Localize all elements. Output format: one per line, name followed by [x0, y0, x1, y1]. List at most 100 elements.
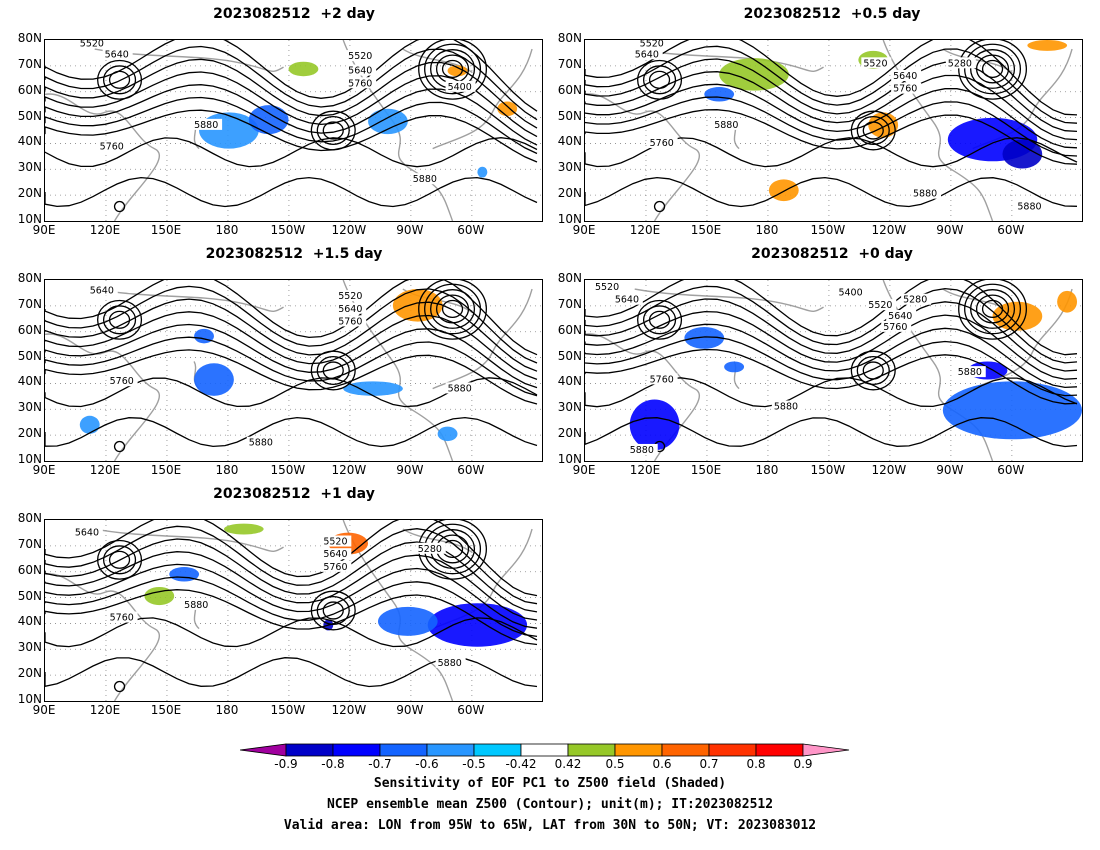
contour-label-bg	[346, 77, 377, 89]
contour-label-bg	[1015, 200, 1046, 212]
panel-title: 2023082512 +1.5 day	[205, 246, 383, 262]
sensitivity-patch	[194, 363, 234, 396]
panel-title: 2023082512 +0.5 day	[743, 6, 921, 22]
colorbar-segment	[473, 743, 522, 757]
contour-label-bg	[102, 48, 133, 60]
sensitivity-patch	[377, 606, 438, 636]
colorbar-tick-label: 0.5	[605, 757, 625, 771]
lon-tick-label: 150W	[270, 223, 306, 237]
contour-label-bg	[336, 302, 367, 314]
lat-tick-label: 10N	[557, 212, 582, 226]
colorbar-tick-label: 0.6	[652, 757, 672, 771]
lat-tick-label: 70N	[557, 56, 582, 71]
sensitivity-shading	[79, 289, 458, 442]
contour-label: 5760	[348, 78, 372, 89]
contour-label: 5280	[948, 58, 972, 69]
caption-line-1: Sensitivity of EOF PC1 to Z500 field (Sh…	[373, 776, 727, 791]
lat-tick-label: 70N	[17, 296, 42, 311]
contour-label-bg	[836, 286, 867, 298]
contour-label-bg	[97, 140, 128, 152]
contour-label: 5880	[184, 600, 208, 611]
panel-title: 2023082512 +2 day	[213, 6, 375, 22]
contour-label: 5520	[323, 537, 347, 548]
contour-label-bg	[107, 375, 138, 387]
contour-label: 5760	[650, 138, 674, 149]
lat-tick-label: 50N	[557, 348, 582, 363]
contour-label-bg	[87, 284, 118, 296]
contour-label: 5640	[90, 286, 114, 297]
contour-label-bg	[647, 373, 678, 385]
sensitivity-patch	[343, 381, 403, 396]
z500-contours	[585, 280, 1078, 453]
contour-label-bg	[891, 70, 922, 82]
contour-label: 5400	[838, 287, 862, 298]
map-frame: 5520 5640 5400 5280 5520 5640 5760 5760 5880 5880…	[584, 279, 1083, 462]
z500-contours	[45, 280, 538, 453]
colorbar-tick-label: 0.7	[699, 757, 719, 771]
contour-label-bg	[592, 281, 623, 293]
lon-tick-label: 120E	[89, 463, 121, 477]
lat-tick-label: 10N	[17, 452, 42, 466]
lat-tick-label: 80N	[557, 271, 582, 285]
sensitivity-patch	[724, 361, 745, 373]
contour-label-bg	[410, 173, 441, 185]
lat-tick-label: 50N	[557, 108, 582, 123]
sensitivity-patch	[942, 381, 1082, 440]
lat-tick-label: 80N	[557, 31, 582, 45]
panel-title: 2023082512 +1 day	[213, 486, 375, 502]
contour-label-bg	[445, 382, 476, 394]
lon-tick-label: 150E	[690, 223, 722, 237]
contour-label: 5760	[883, 322, 907, 333]
sensitivity-patch	[629, 399, 680, 451]
contour-label: 5280	[903, 295, 927, 306]
lon-tick-label: 90E	[572, 463, 596, 477]
colorbar-segment	[661, 743, 710, 757]
lon-tick-label: 90E	[32, 703, 56, 717]
contour-label-bg	[866, 299, 897, 311]
contour-label-bg	[901, 293, 932, 305]
lon-tick-label: 60W	[457, 463, 485, 477]
contour-label: 5880	[714, 120, 738, 131]
lat-tick-label: 40N	[557, 134, 582, 149]
contour-label-bg	[346, 50, 377, 62]
lon-tick-label: 150W	[270, 463, 306, 477]
contour-label-bg	[321, 548, 352, 560]
lat-tick-label: 70N	[17, 56, 42, 71]
colorbar-extend-low	[240, 743, 287, 757]
contour-label: 5640	[338, 304, 362, 315]
sensitivity-patch	[392, 289, 443, 322]
sensitivity-patch	[223, 523, 264, 535]
contour-label: 5880	[1017, 201, 1041, 212]
lon-tick-label: 150W	[270, 703, 306, 717]
lon-tick-label: 120E	[629, 223, 661, 237]
lon-tick-label: 120E	[89, 223, 121, 237]
colorbar-tick-label: -0.42	[505, 757, 537, 771]
contour-label: 5520	[868, 300, 892, 311]
lon-tick-label: 180	[755, 223, 779, 237]
contour-label: 5760	[100, 142, 124, 153]
lat-tick-label: 50N	[17, 108, 42, 123]
caption-line-3: Valid area: LON from 95W to 65W, LAT fro…	[283, 818, 817, 833]
sensitivity-patch	[1057, 290, 1078, 313]
lon-tick-label: 120W	[331, 463, 367, 477]
lon-tick-label: 120E	[89, 703, 121, 717]
sensitivity-patch	[497, 101, 518, 117]
contour-label-bg	[321, 535, 352, 547]
contour-label: 5880	[630, 445, 654, 456]
contour-label: 5520	[863, 58, 887, 69]
contour-label: 5520	[80, 40, 104, 49]
contour-label-bg	[107, 611, 138, 623]
colorbar-tick-label: -0.7	[368, 757, 392, 771]
sensitivity-patch	[79, 415, 100, 434]
contour-label-bg	[627, 443, 658, 455]
lon-tick-label: 150E	[150, 703, 182, 717]
lat-tick-label: 20N	[17, 186, 42, 201]
z500-contours	[45, 40, 538, 213]
lat-tick-label: 30N	[557, 400, 582, 415]
map-frame: 5640 5520 5640 5760 5760 5880 5880	[44, 279, 543, 462]
contour-label: 5880	[249, 438, 273, 449]
lon-tick-label: 90E	[32, 223, 56, 237]
contour-label: 5880	[958, 367, 982, 378]
contour-label: 5640	[893, 71, 917, 82]
